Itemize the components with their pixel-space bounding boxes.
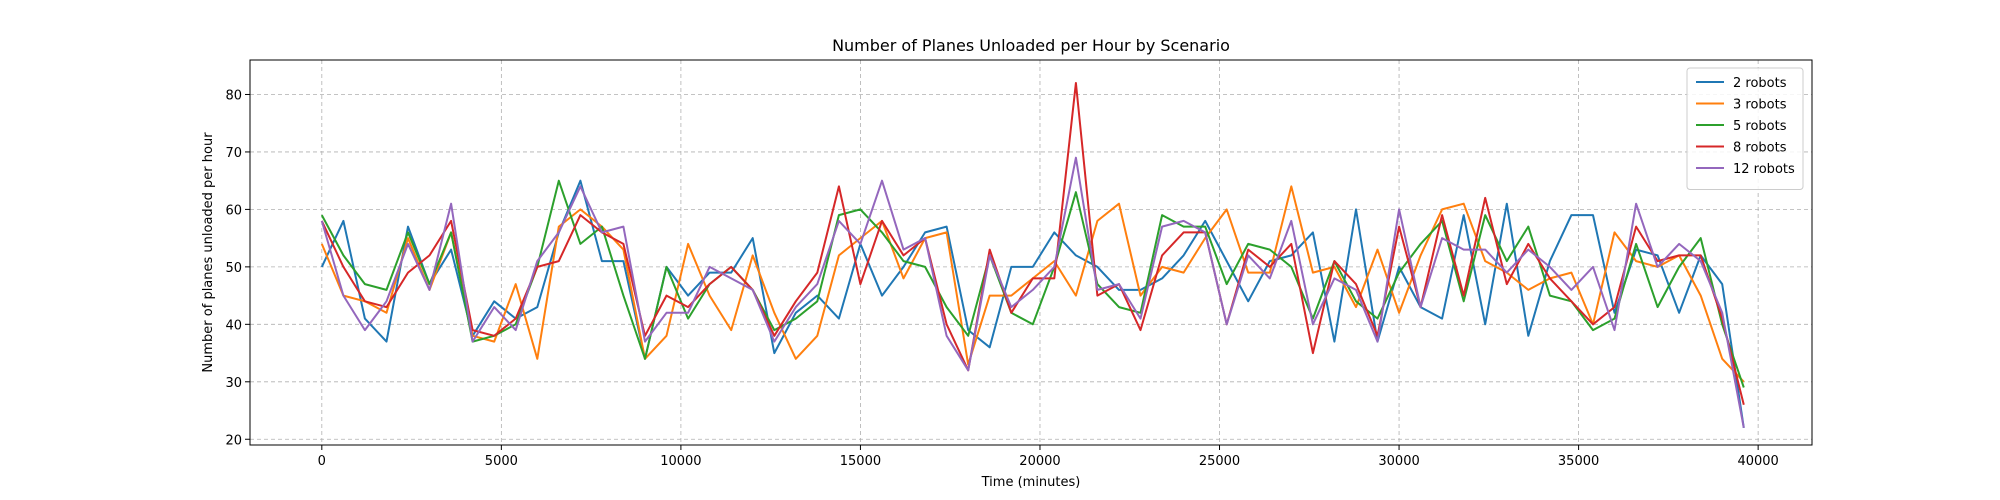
y-tick-label: 20 <box>225 433 242 448</box>
y-tick-label: 70 <box>225 146 242 161</box>
legend-item: 3 robots <box>1696 98 1787 113</box>
x-tick-label: 15000 <box>840 454 881 469</box>
y-tick-label: 80 <box>225 88 242 103</box>
y-tick-label: 50 <box>225 261 242 276</box>
x-tick-label: 25000 <box>1199 454 1240 469</box>
series-line-4 <box>320 82 1745 406</box>
series-line-1 <box>320 179 1745 428</box>
y-tick-label: 30 <box>225 376 242 391</box>
x-tick-label: 10000 <box>660 454 701 469</box>
legend-frame <box>1686 67 1804 190</box>
series-lines <box>320 82 1745 428</box>
y-tick-label: 40 <box>225 318 242 333</box>
legend-item: 12 robots <box>1696 162 1795 177</box>
legend-item: 2 robots <box>1696 76 1787 91</box>
axis-ticks: 0 5000 10000 15000 20000 25000 30000 35000 40000… <box>225 88 1778 469</box>
legend-label: 2 robots <box>1733 76 1787 91</box>
series-line-2 <box>320 185 1745 383</box>
x-tick-label: 35000 <box>1558 454 1599 469</box>
plot-frame <box>249 59 1813 446</box>
legend-label: 5 robots <box>1733 119 1787 134</box>
legend: 2 robots 3 robots 5 robots 8 robots 12 robot… <box>1686 67 1804 190</box>
x-tick-label: 5000 <box>485 454 518 469</box>
y-axis-label: Number of planes unloaded per hour <box>201 132 216 373</box>
legend-label: 8 robots <box>1733 141 1787 156</box>
x-tick-label: 40000 <box>1737 454 1778 469</box>
y-tick-label: 60 <box>225 203 242 218</box>
legend-item: 5 robots <box>1696 119 1787 134</box>
legend-label: 12 robots <box>1733 162 1795 177</box>
legend-label: 3 robots <box>1733 98 1787 113</box>
x-tick-label: 0 <box>318 454 326 469</box>
grid <box>250 60 1812 445</box>
series-line-5 <box>320 156 1745 428</box>
x-axis-label: Time (minutes) <box>981 475 1081 490</box>
x-tick-label: 20000 <box>1019 454 1060 469</box>
series-line-3 <box>320 179 1745 388</box>
chart-title: Number of Planes Unloaded per Hour by Sc… <box>832 36 1230 55</box>
legend-item: 8 robots <box>1696 141 1787 156</box>
x-tick-label: 30000 <box>1378 454 1419 469</box>
